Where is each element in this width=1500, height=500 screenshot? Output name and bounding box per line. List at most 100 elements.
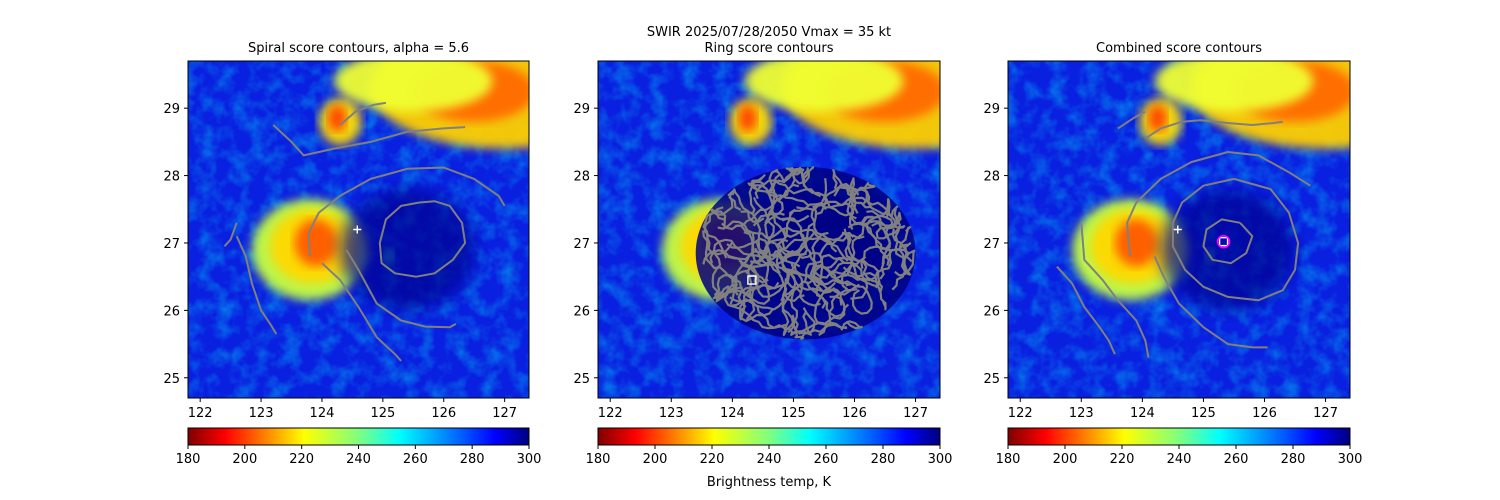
x-tick-label: 122: [1008, 406, 1033, 421]
panel-spiral: Spiral score contours, alpha = 5.6 122 123…: [163, 41, 541, 467]
ring-contour-line: [747, 238, 789, 296]
ring-contour-line: [802, 167, 827, 216]
colorbar-tick-label: 200: [643, 452, 668, 467]
ring-contour-line: [703, 210, 728, 259]
colorbar-tick-label: 260: [814, 452, 839, 467]
ring-contour-line: [832, 169, 872, 209]
ring-contour-line: [824, 177, 856, 209]
y-tick-label: 25: [573, 372, 590, 387]
ring-contour-line: [812, 265, 854, 286]
colorbar-tick-label: 300: [1338, 452, 1363, 467]
ring-contour-line: [813, 281, 848, 330]
ring-contour-line: [775, 231, 829, 272]
ring-contour-line: [782, 228, 849, 262]
x-tick-label: 125: [370, 406, 395, 421]
axes-frame: [597, 60, 941, 399]
y-tick-label: 28: [573, 170, 590, 185]
colorbar-tick-label: 220: [289, 452, 314, 467]
score-contour: [307, 166, 506, 257]
ring-contour-line: [749, 196, 775, 264]
ring-contour-line: [871, 211, 902, 239]
score-contour: [1126, 151, 1311, 257]
ring-contour-line: [781, 297, 812, 336]
ring-contour-line: [726, 237, 772, 282]
y-tick-label: 27: [163, 237, 180, 252]
ring-contour-line: [709, 249, 769, 284]
center-square-marker: [747, 275, 757, 285]
brightness-image: [188, 61, 529, 398]
ring-contour-line: [714, 274, 757, 307]
ring-contour-line: [764, 168, 786, 224]
score-contour: [235, 235, 278, 335]
ring-contour-line: [740, 210, 781, 274]
score-contour: [1144, 119, 1283, 140]
score-contour: [1080, 222, 1150, 358]
x-tick-label: 123: [249, 406, 274, 421]
colorbar: [1007, 427, 1351, 446]
ring-contour-line: [747, 182, 809, 207]
y-tick-label: 29: [573, 102, 590, 117]
ring-contour-line: [785, 166, 815, 185]
x-tick-label: 127: [903, 406, 928, 421]
y-tick-label: 28: [983, 170, 1000, 185]
score-contour: [223, 222, 238, 247]
colorbar-tick-label: 280: [1281, 452, 1306, 467]
colorbar-tick-label: 280: [871, 452, 896, 467]
score-contour: [1056, 265, 1116, 355]
x-tick-label: 124: [310, 406, 335, 421]
ring-contour-line: [786, 271, 821, 307]
ring-contour-line: [841, 231, 881, 289]
ring-contour-line: [835, 215, 874, 280]
center-plus-marker: [353, 225, 362, 234]
y-tick-label: 29: [163, 102, 180, 117]
center-square-marker: [1218, 236, 1229, 247]
ring-contour-line: [860, 242, 912, 269]
colorbar-tick-label: 180: [176, 452, 201, 467]
colorbar-tick-label: 240: [757, 452, 782, 467]
y-tick-label: 25: [163, 372, 180, 387]
ring-contour-line: [891, 226, 912, 291]
score-contour: [1202, 218, 1254, 265]
y-tick-label: 28: [163, 170, 180, 185]
x-tick-label: 122: [188, 406, 213, 421]
ring-contour-line: [841, 264, 869, 300]
colorbar-tick-label: 180: [996, 452, 1021, 467]
ring-contour-line: [712, 289, 756, 321]
colorbar-tick-label: 220: [1110, 452, 1135, 467]
ring-contour-line: [805, 281, 846, 318]
x-tick-label: 126: [431, 406, 456, 421]
panel-title: Spiral score contours, alpha = 5.6: [248, 41, 469, 56]
score-contour: [345, 249, 457, 329]
ring-contour-line: [810, 204, 855, 241]
ring-contour-line: [750, 181, 784, 227]
x-tick-label: 122: [598, 406, 623, 421]
colorbar-tick-label: 240: [1167, 452, 1192, 467]
colorbar: [597, 427, 941, 446]
colorbar-tick-label: 180: [586, 452, 611, 467]
ring-contour-line: [781, 285, 800, 337]
ring-contour-line: [803, 253, 867, 282]
y-tick-label: 25: [983, 372, 1000, 387]
ring-contour-line: [739, 301, 795, 336]
colorbar-tick-label: 260: [403, 452, 428, 467]
y-tick-label: 26: [983, 304, 1000, 319]
suptitle: SWIR 2025/07/28/2050 Vmax = 35 kt: [647, 25, 891, 40]
x-tick-label: 124: [720, 406, 745, 421]
ring-contour-line: [857, 220, 906, 240]
ring-contour-line: [829, 250, 892, 282]
x-tick-label: 125: [781, 406, 806, 421]
colorbar-tick-label: 300: [928, 452, 953, 467]
score-contour: [272, 124, 466, 157]
colorbar-tick-label: 200: [1053, 452, 1078, 467]
ring-contour-line: [729, 277, 788, 311]
ring-contour-line: [751, 250, 823, 268]
x-tick-label: 126: [1252, 406, 1277, 421]
colorbar: [187, 427, 530, 446]
ring-contour-line: [845, 282, 873, 315]
axes-frame: [1007, 60, 1351, 399]
x-tick-label: 126: [842, 406, 867, 421]
ring-contour-line: [803, 288, 858, 334]
ring-contour-line: [804, 232, 845, 279]
score-contour: [378, 200, 467, 278]
panel-title: Combined score contours: [1096, 41, 1262, 56]
